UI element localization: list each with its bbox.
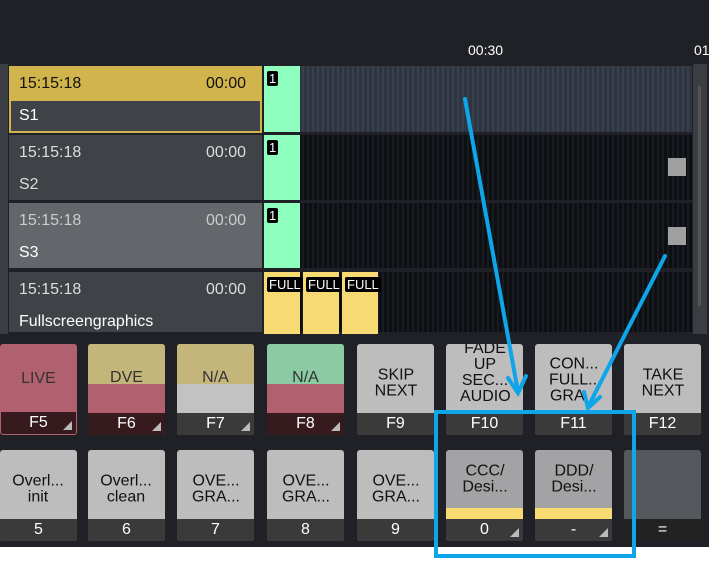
corner-icon bbox=[599, 528, 608, 537]
rundown-window: 00:30 01 15:15:18 00:00 S1 15:15:18 00:0… bbox=[0, 0, 709, 547]
take-next-button[interactable]: TAKE NEXT F12 bbox=[624, 344, 701, 435]
clip[interactable]: FULL bbox=[264, 272, 303, 334]
highlight-box bbox=[434, 410, 636, 558]
row-duration: 00:00 bbox=[205, 144, 246, 161]
row-time: 15:15:18 bbox=[19, 212, 82, 229]
corner-icon bbox=[331, 422, 340, 431]
timeline-track-s3[interactable]: 1 bbox=[264, 203, 692, 268]
overlay-init-button[interactable]: Overl... init 5 bbox=[0, 450, 77, 541]
arrow-line bbox=[586, 254, 667, 409]
rundown-row-s2[interactable]: 15:15:18 00:00 S2 bbox=[9, 135, 262, 200]
row-duration: 00:00 bbox=[205, 212, 246, 229]
timeline-track-fullscreengraphics[interactable]: FULL FULL FULL bbox=[264, 272, 692, 334]
row-time: 15:15:18 bbox=[19, 75, 82, 92]
corner-icon bbox=[241, 422, 250, 431]
clip[interactable]: FULL bbox=[303, 272, 342, 334]
f8-button[interactable]: N/A F8 bbox=[267, 344, 344, 435]
arrow-line bbox=[463, 97, 520, 394]
empty-button[interactable]: = bbox=[624, 450, 701, 541]
row-name: S1 bbox=[19, 107, 39, 124]
rundown-row-fullscreengraphics[interactable]: 15:15:18 00:00 Fullscreengraphics bbox=[9, 272, 262, 332]
corner-icon bbox=[152, 422, 161, 431]
ruler-mark: 00:30 bbox=[468, 42, 504, 58]
ruler-mark: 01 bbox=[694, 42, 709, 58]
row-duration: 00:00 bbox=[205, 75, 246, 92]
clip[interactable]: 1 bbox=[264, 66, 300, 132]
overlay-gra-button-7[interactable]: OVE... GRA... 7 bbox=[177, 450, 254, 541]
skip-next-button[interactable]: SKIP NEXT F9 bbox=[357, 344, 434, 435]
overlay-gra-button-8[interactable]: OVE... GRA... 8 bbox=[267, 450, 344, 541]
clip-label: FULL bbox=[345, 277, 381, 292]
clip-label: FULL bbox=[306, 277, 342, 292]
rundown-row-s1[interactable]: 15:15:18 00:00 S1 bbox=[9, 66, 262, 133]
dve-button[interactable]: DVE F6 bbox=[88, 344, 165, 435]
clip[interactable]: 1 bbox=[264, 135, 300, 200]
ddd-design-button[interactable]: DDD/ Desi... - bbox=[535, 450, 612, 541]
row-duration: 00:00 bbox=[205, 281, 246, 298]
end-marker[interactable] bbox=[668, 227, 686, 245]
arrow-head bbox=[506, 374, 528, 398]
row-name: Fullscreengraphics bbox=[19, 313, 154, 330]
timeline-track-s1[interactable]: 1 bbox=[264, 66, 692, 132]
ccc-design-button[interactable]: CCC/ Desi... 0 bbox=[446, 450, 523, 541]
clip[interactable]: 1 bbox=[264, 203, 300, 268]
clip-label: 1 bbox=[267, 208, 279, 223]
row-time: 15:15:18 bbox=[19, 144, 82, 161]
row-time: 15:15:18 bbox=[19, 281, 82, 298]
corner-icon bbox=[63, 421, 72, 430]
clip[interactable]: FULL bbox=[342, 272, 381, 334]
live-button[interactable]: LIVE F5 bbox=[0, 344, 77, 435]
overlay-clean-button[interactable]: Overl... clean 6 bbox=[88, 450, 165, 541]
corner-icon bbox=[510, 528, 519, 537]
clip-label: FULL bbox=[267, 277, 303, 292]
row-name: S3 bbox=[19, 244, 39, 261]
overlay-gra-button-9[interactable]: OVE... GRA... 9 bbox=[357, 450, 434, 541]
end-marker[interactable] bbox=[668, 158, 686, 176]
row-name: S2 bbox=[19, 176, 39, 193]
clip-label: 1 bbox=[267, 71, 279, 86]
f7-button[interactable]: N/A F7 bbox=[177, 344, 254, 435]
arrow-head bbox=[582, 390, 602, 412]
vertical-scrollbar[interactable] bbox=[693, 64, 707, 334]
left-strip bbox=[0, 64, 8, 334]
rundown-row-s3[interactable]: 15:15:18 00:00 S3 bbox=[9, 203, 262, 268]
clip-label: 1 bbox=[267, 140, 279, 155]
